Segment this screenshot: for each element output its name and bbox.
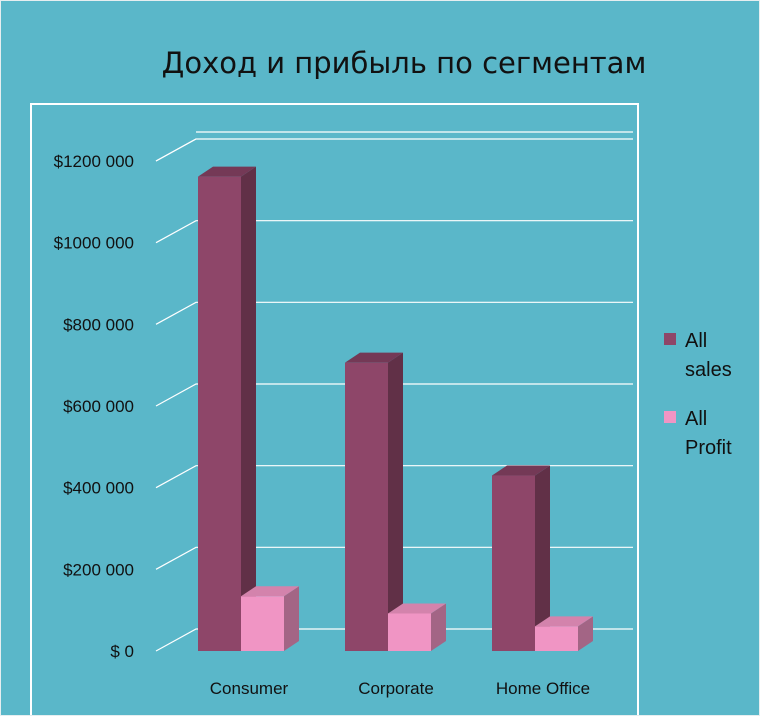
- gridline: [155, 628, 633, 652]
- bar-home-office-all-profit: [535, 616, 593, 651]
- bar-side: [284, 586, 299, 651]
- bar-front: [241, 596, 284, 651]
- bar-front: [492, 475, 535, 651]
- y-tick-label: $1000 000: [54, 234, 134, 253]
- bar-consumer-all-profit: [241, 586, 299, 651]
- legend-label: All sales: [685, 330, 732, 381]
- gridline: [155, 138, 633, 162]
- x-category-label: Corporate: [358, 679, 434, 698]
- legend-item: All Profit: [664, 408, 732, 459]
- x-category-label: Home Office: [496, 679, 590, 698]
- gridlines: [155, 131, 633, 652]
- bar-front: [535, 626, 578, 651]
- chart-title: Доход и прибыль по сегментам: [162, 46, 647, 80]
- bar-front: [198, 176, 241, 651]
- bar-corporate-all-profit: [388, 603, 446, 651]
- x-category-label: Consumer: [210, 679, 289, 698]
- legend: All sales All Profit: [664, 330, 732, 459]
- gridline: [155, 138, 197, 162]
- bar-consumer-all-sales: [198, 166, 256, 651]
- bar-side: [535, 465, 550, 651]
- y-tick-label: $ 0: [110, 642, 134, 661]
- bar-top: [241, 586, 299, 597]
- bar-side: [388, 352, 403, 651]
- bar-top: [388, 603, 446, 614]
- y-tick-label: $200 000: [63, 560, 134, 579]
- y-tick-label: $1200 000: [54, 152, 134, 171]
- gridline: [155, 383, 633, 407]
- gridline: [155, 546, 633, 570]
- y-tick-label: $800 000: [63, 315, 134, 334]
- y-tick-label: $600 000: [63, 397, 134, 416]
- legend-item: All sales: [664, 330, 732, 381]
- bar-top: [492, 465, 550, 476]
- legend-swatch: [664, 333, 676, 345]
- bar-home-office-all-sales: [492, 465, 550, 651]
- gridline: [155, 465, 633, 489]
- bar-front: [388, 613, 431, 651]
- y-axis-ticks: $ 0 $200 000 $400 000 $600 000 $800 000 $1000…: [54, 152, 134, 661]
- bar-corporate-all-sales: [345, 352, 403, 651]
- bar-top: [535, 616, 593, 627]
- gridline: [155, 301, 633, 325]
- plot-area-border: [30, 103, 639, 715]
- bars: [198, 166, 593, 651]
- bar-front: [345, 362, 388, 651]
- bar-top: [345, 352, 403, 363]
- bar-side: [578, 616, 593, 651]
- bar-side: [431, 603, 446, 651]
- legend-label: All Profit: [685, 408, 732, 459]
- bar-side: [241, 166, 256, 651]
- gridline: [155, 220, 633, 244]
- bar-top: [198, 166, 256, 177]
- x-axis-categories: Consumer Corporate Home Office: [210, 679, 590, 698]
- y-tick-label: $400 000: [63, 479, 134, 498]
- legend-swatch: [664, 411, 676, 423]
